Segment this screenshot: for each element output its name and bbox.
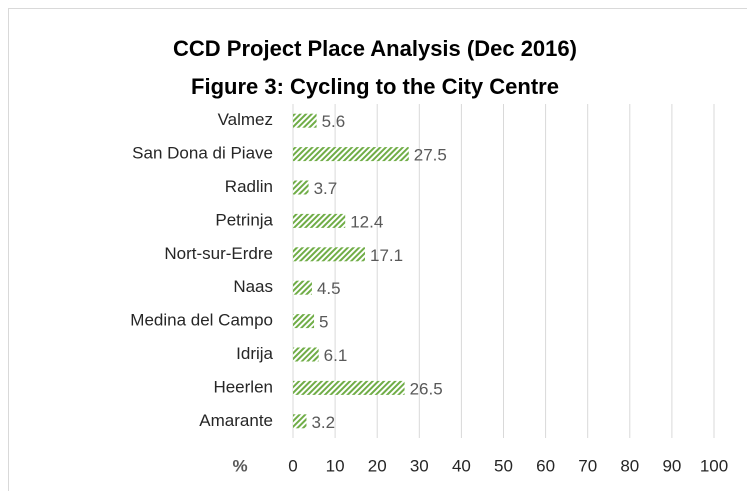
x-tick-label: 100	[700, 456, 728, 475]
y-tick-label: Petrinja	[215, 210, 273, 229]
y-tick-label: Heerlen	[213, 377, 273, 396]
value-label: 4.5	[317, 279, 341, 298]
y-tick-label: Idrija	[236, 344, 273, 363]
bar	[293, 180, 309, 195]
chart-border	[8, 8, 747, 491]
x-tick-label: 50	[494, 456, 513, 475]
value-label: 27.5	[414, 146, 447, 165]
value-label: 26.5	[410, 379, 443, 398]
x-tick-label: 10	[326, 456, 345, 475]
y-tick-label: Medina del Campo	[130, 311, 273, 330]
bar	[293, 414, 307, 429]
bar	[293, 247, 365, 262]
value-label: 3.2	[311, 413, 335, 432]
value-label: 6.1	[324, 346, 348, 365]
y-tick-label: Naas	[233, 277, 273, 296]
bar	[293, 147, 409, 162]
bar	[293, 213, 346, 228]
y-tick-label: Amarante	[199, 411, 273, 430]
x-tick-label: 90	[662, 456, 681, 475]
value-label: 3.7	[314, 179, 338, 198]
x-tick-label: 30	[410, 456, 429, 475]
bar	[293, 280, 312, 295]
x-tick-label: 80	[620, 456, 639, 475]
x-tick-label: 70	[578, 456, 597, 475]
value-label: 17.1	[370, 246, 403, 265]
x-tick-label: 20	[368, 456, 387, 475]
bar	[293, 314, 315, 329]
x-tick-label: 0	[288, 456, 297, 475]
chart-subtitle: Figure 3: Cycling to the City Centre	[191, 74, 559, 99]
x-tick-label: 60	[536, 456, 555, 475]
value-label: 12.4	[350, 212, 383, 231]
y-tick-label: Valmez	[218, 110, 273, 129]
y-tick-label: Nort-sur-Erdre	[164, 244, 273, 263]
value-label: 5.6	[322, 112, 346, 131]
value-label: 5	[319, 313, 328, 332]
bar	[293, 380, 405, 395]
y-tick-label: Radlin	[225, 177, 273, 196]
bar	[293, 113, 317, 128]
x-tick-label: 40	[452, 456, 471, 475]
chart-title: CCD Project Place Analysis (Dec 2016)	[173, 36, 577, 61]
x-axis-label: %	[232, 456, 247, 475]
bar	[293, 347, 319, 362]
y-tick-label: San Dona di Piave	[132, 144, 273, 163]
